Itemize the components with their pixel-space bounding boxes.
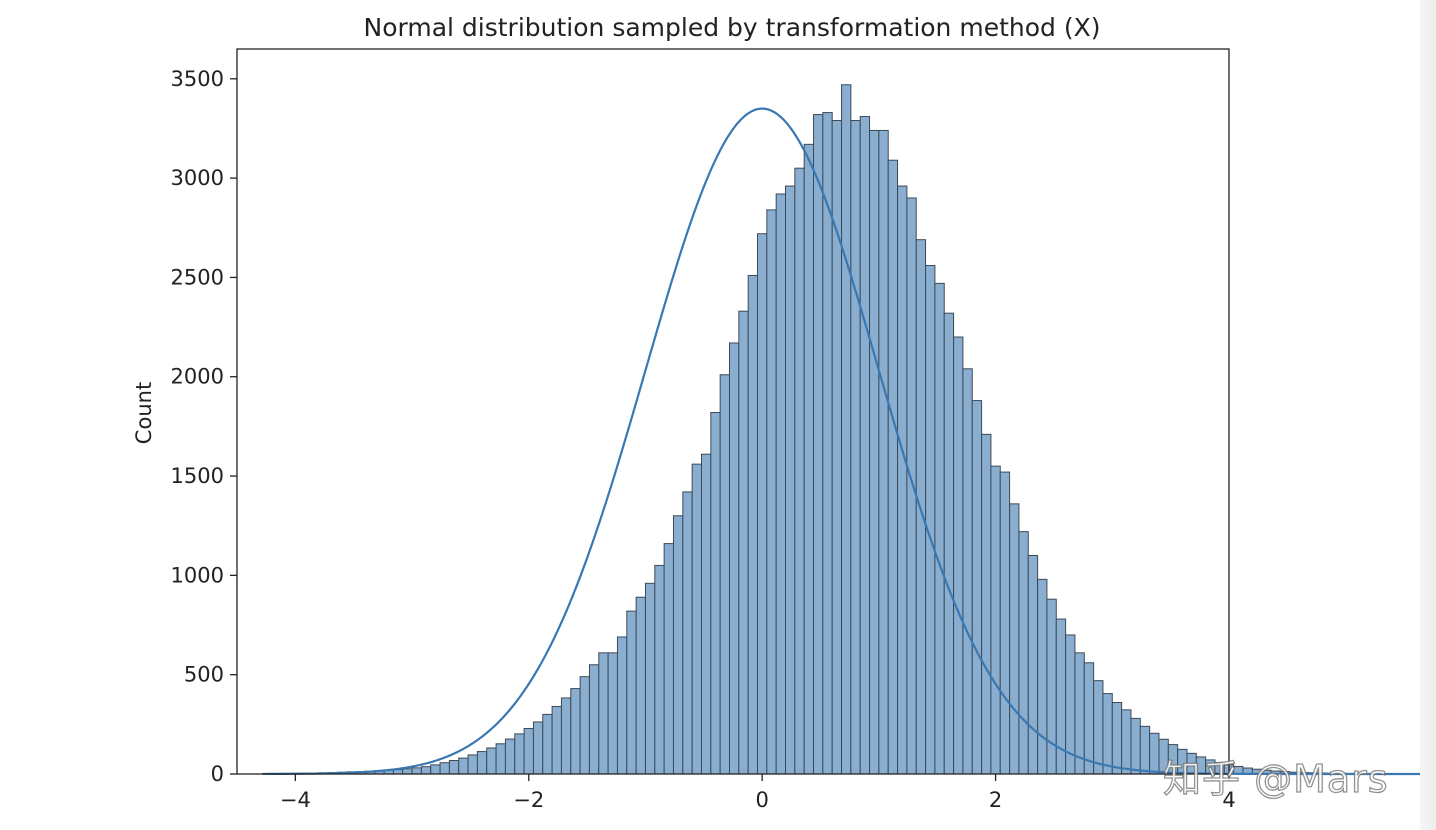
histogram-bar (1149, 732, 1160, 775)
histogram-bar (1018, 531, 1029, 775)
histogram-bar (1130, 717, 1141, 775)
histogram-bar (420, 766, 432, 775)
histogram-bar (897, 185, 908, 775)
histogram-bar (925, 265, 936, 775)
histogram-bar (999, 471, 1011, 775)
histogram-bar (803, 143, 815, 775)
histogram-bar (486, 747, 497, 775)
histogram-bar (1083, 662, 1095, 775)
histogram-bar (458, 757, 469, 775)
histogram-bar (962, 368, 973, 775)
histogram-bar (1111, 701, 1123, 775)
histogram-bar (887, 159, 899, 775)
histogram-bar (644, 582, 656, 775)
x-tick-label: −4 (280, 788, 311, 812)
histogram-bar (869, 129, 880, 775)
histogram-bar (1121, 709, 1132, 775)
histogram-bar (981, 433, 992, 775)
y-axis-label: Count (132, 382, 156, 444)
histogram-bar (813, 114, 824, 775)
histogram-bar (476, 751, 488, 775)
histogram-bar (532, 721, 544, 775)
histogram-bars (262, 84, 1421, 775)
x-tick-label: −2 (513, 788, 544, 812)
histogram-bar (878, 129, 889, 775)
histogram-bar (654, 564, 665, 775)
histogram-bar (831, 120, 843, 775)
histogram-bar (906, 197, 917, 775)
histogram-bar (953, 336, 964, 775)
x-tick-label: 0 (755, 788, 768, 812)
histogram-bar (990, 465, 1001, 775)
histogram-bar (504, 738, 516, 775)
histogram-bar (728, 342, 740, 775)
histogram-bar (859, 116, 871, 775)
y-tick-label: 2000 (171, 365, 224, 389)
histogram-bar (579, 676, 590, 775)
histogram-bar (738, 310, 749, 775)
x-axis: −4 −2 0 2 4 (280, 774, 1236, 812)
histogram-bar (785, 185, 796, 775)
histogram-bar (766, 209, 777, 775)
y-tick-label: 1000 (171, 563, 224, 587)
y-tick-label: 500 (184, 663, 224, 687)
histogram-bar (616, 636, 628, 775)
histogram-bar (542, 713, 553, 775)
y-tick-label: 3000 (171, 166, 224, 190)
chart-title: Normal distribution sampled by transform… (364, 13, 1101, 42)
plot-frame (236, 48, 1230, 775)
histogram-bar (1009, 503, 1020, 775)
histogram-bar (439, 762, 450, 775)
x-tick-label: 4 (1222, 788, 1235, 812)
y-axis: 0 500 1000 1500 2000 2500 3000 3500 (171, 67, 237, 786)
histogram-bar (551, 705, 562, 775)
histogram-bar (710, 411, 721, 775)
histogram-bar (560, 697, 572, 775)
histogram-bar (850, 120, 861, 775)
histogram-bar (402, 768, 413, 775)
histogram-bar (626, 610, 637, 775)
histogram-bar (700, 453, 712, 775)
histogram-bar (934, 282, 945, 775)
histogram-bar (747, 274, 759, 775)
histogram-bar (1046, 598, 1057, 775)
histogram-bar (598, 652, 609, 775)
histogram-bar (663, 543, 674, 775)
y-tick-label: 2500 (171, 265, 224, 289)
histogram-bar (448, 759, 460, 775)
y-tick-label: 0 (211, 762, 224, 786)
histogram-bar (757, 233, 768, 775)
histogram-bar (719, 374, 730, 775)
y-tick-label: 3500 (171, 67, 224, 91)
histogram-bar (588, 664, 600, 775)
x-tick-label: 2 (989, 788, 1002, 812)
histogram-bar (1102, 693, 1113, 775)
histogram-bar (775, 193, 787, 775)
histogram-bar (672, 515, 684, 775)
histogram-bar (1027, 555, 1039, 775)
histogram-bar (1093, 680, 1104, 775)
histogram-bar (570, 688, 581, 775)
y-tick-label: 1500 (171, 464, 224, 488)
histogram-bar (971, 400, 983, 775)
window-edge (1420, 0, 1436, 830)
histogram-bar (523, 728, 534, 775)
histogram-bar (607, 652, 618, 775)
histogram-bar (430, 764, 441, 775)
watermark: 知乎 @Mars (1162, 756, 1389, 801)
histogram-bar (467, 754, 478, 775)
histogram-bar (691, 463, 702, 775)
histogram-bar (1139, 725, 1151, 775)
histogram-bar (841, 84, 852, 775)
histogram-bar (1037, 578, 1048, 775)
histogram-bar (411, 767, 422, 775)
histogram-bar (514, 733, 525, 775)
histogram-bar (682, 491, 693, 775)
histogram-bar (943, 312, 955, 775)
histogram-bar (794, 167, 805, 775)
histogram-bar (495, 743, 506, 775)
histogram-bar (635, 596, 646, 775)
